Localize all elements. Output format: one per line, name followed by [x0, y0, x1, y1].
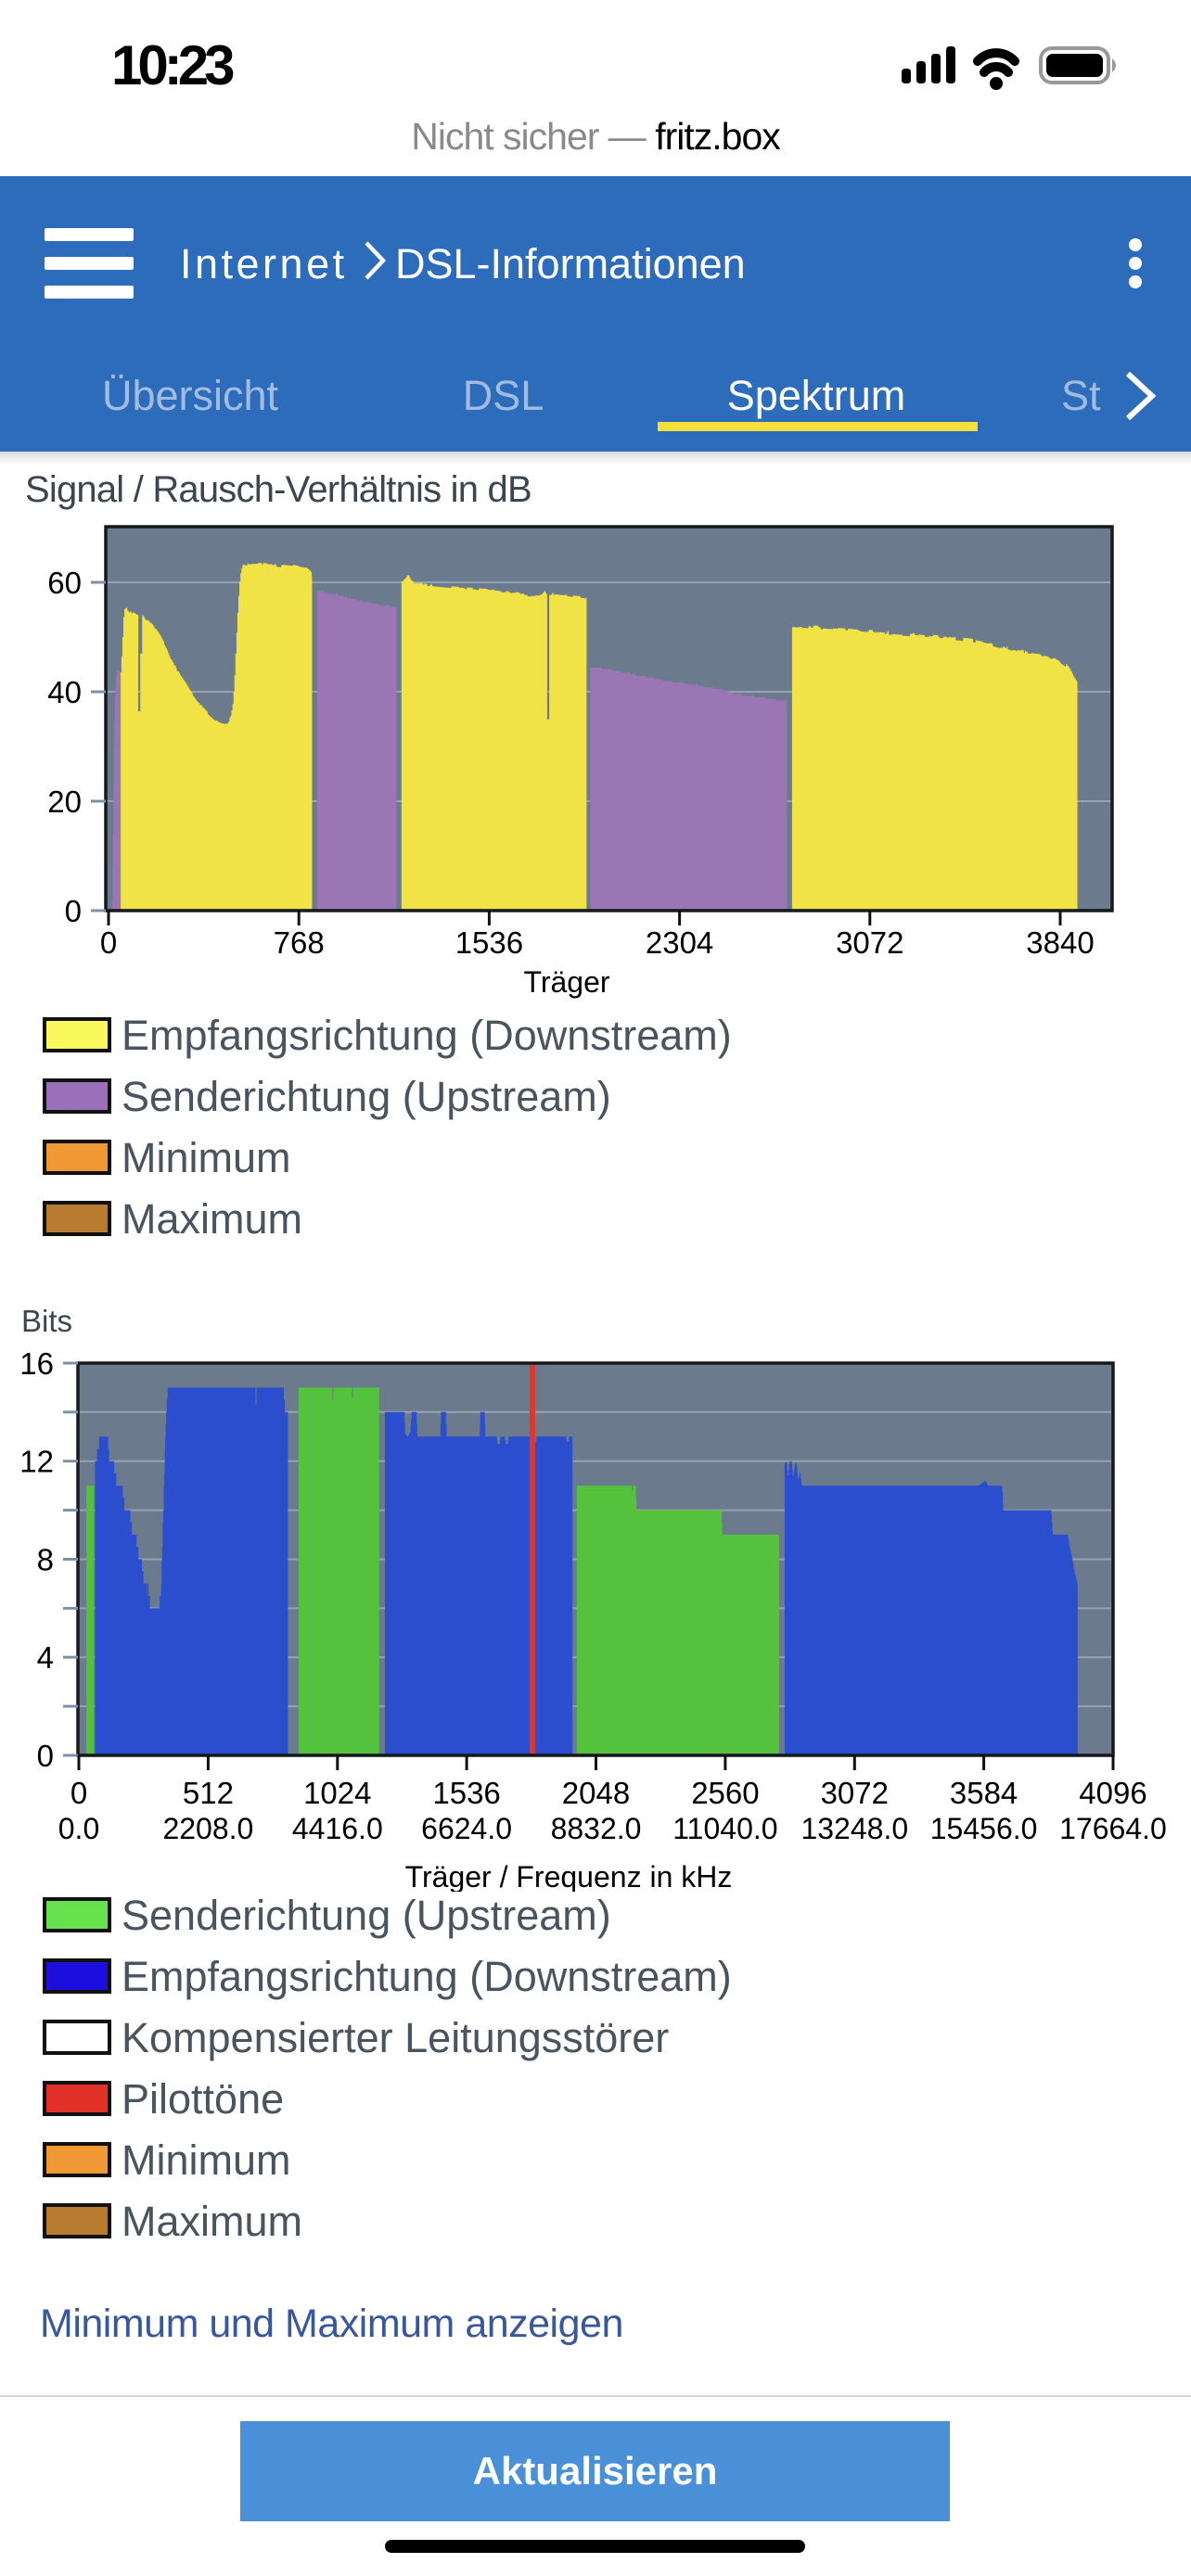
- svg-text:1024: 1024: [303, 1776, 371, 1810]
- svg-text:8832.0: 8832.0: [551, 1812, 642, 1845]
- svg-text:11040.0: 11040.0: [672, 1812, 777, 1845]
- svg-text:13248.0: 13248.0: [800, 1812, 908, 1845]
- svg-text:3584: 3584: [950, 1776, 1018, 1810]
- svg-text:2304: 2304: [646, 925, 713, 960]
- svg-text:3840: 3840: [1026, 925, 1094, 960]
- svg-text:40: 40: [47, 675, 82, 709]
- svg-text:2048: 2048: [562, 1776, 630, 1810]
- svg-text:3072: 3072: [821, 1776, 889, 1810]
- svg-text:1536: 1536: [432, 1776, 500, 1810]
- svg-text:768: 768: [274, 925, 325, 960]
- svg-text:Träger / Frequenz in kHz: Träger / Frequenz in kHz: [405, 1860, 733, 1892]
- svg-text:0: 0: [70, 1776, 87, 1810]
- svg-text:512: 512: [183, 1776, 234, 1810]
- svg-text:0: 0: [37, 1739, 54, 1773]
- svg-text:8: 8: [37, 1543, 54, 1577]
- svg-text:4: 4: [37, 1640, 54, 1675]
- svg-text:20: 20: [47, 784, 82, 819]
- svg-text:0: 0: [65, 894, 82, 928]
- svg-text:17664.0: 17664.0: [1059, 1812, 1167, 1845]
- svg-text:4096: 4096: [1079, 1776, 1146, 1810]
- svg-text:0: 0: [100, 925, 117, 960]
- svg-text:0.0: 0.0: [58, 1812, 99, 1845]
- svg-text:6624.0: 6624.0: [421, 1812, 512, 1845]
- svg-text:Träger: Träger: [523, 965, 609, 999]
- svg-text:60: 60: [47, 566, 82, 600]
- svg-text:15456.0: 15456.0: [930, 1812, 1038, 1845]
- svg-text:3072: 3072: [836, 925, 903, 960]
- svg-text:2560: 2560: [691, 1776, 759, 1810]
- svg-text:2208.0: 2208.0: [162, 1812, 253, 1845]
- svg-text:12: 12: [19, 1445, 54, 1479]
- svg-text:16: 16: [19, 1346, 54, 1381]
- svg-text:4416.0: 4416.0: [292, 1812, 383, 1845]
- svg-text:1536: 1536: [455, 925, 523, 960]
